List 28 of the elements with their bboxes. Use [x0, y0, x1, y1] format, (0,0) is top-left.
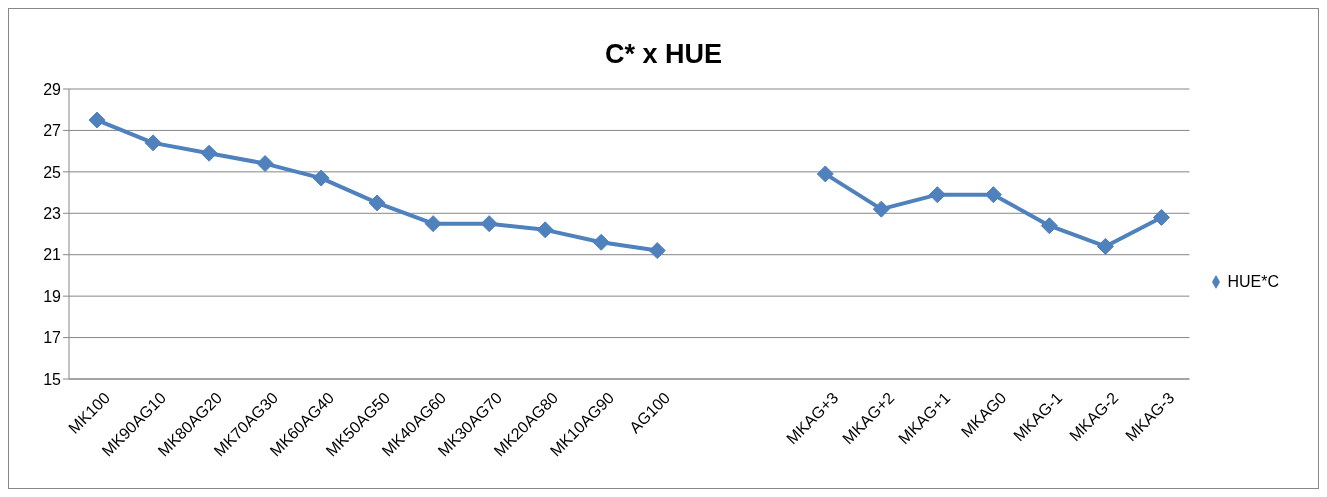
point [200, 144, 218, 162]
y-tick-label: 29 [43, 80, 62, 98]
point [984, 186, 1002, 204]
point [816, 165, 834, 183]
point [480, 215, 498, 233]
point [368, 194, 386, 212]
point [256, 155, 274, 173]
point [648, 242, 666, 260]
point [424, 215, 442, 233]
point [536, 221, 554, 239]
y-tick-label: 17 [43, 329, 62, 347]
chart-title: C* x HUE [604, 38, 723, 71]
y-tick-label: 27 [43, 122, 62, 140]
y-tick-label: 23 [43, 204, 62, 222]
y-tick-label: 15 [43, 370, 62, 388]
y-tick-label: 21 [43, 246, 62, 264]
point [928, 186, 946, 204]
point [592, 233, 610, 251]
point [88, 111, 106, 129]
point [1152, 208, 1170, 226]
legend-label: HUE*C [1227, 272, 1279, 290]
y-tick-label: 19 [43, 287, 62, 305]
point [1096, 237, 1114, 255]
point [872, 200, 890, 218]
point [1040, 217, 1058, 235]
y-tick-label: 25 [43, 163, 62, 181]
point [312, 169, 330, 187]
point [144, 134, 162, 152]
